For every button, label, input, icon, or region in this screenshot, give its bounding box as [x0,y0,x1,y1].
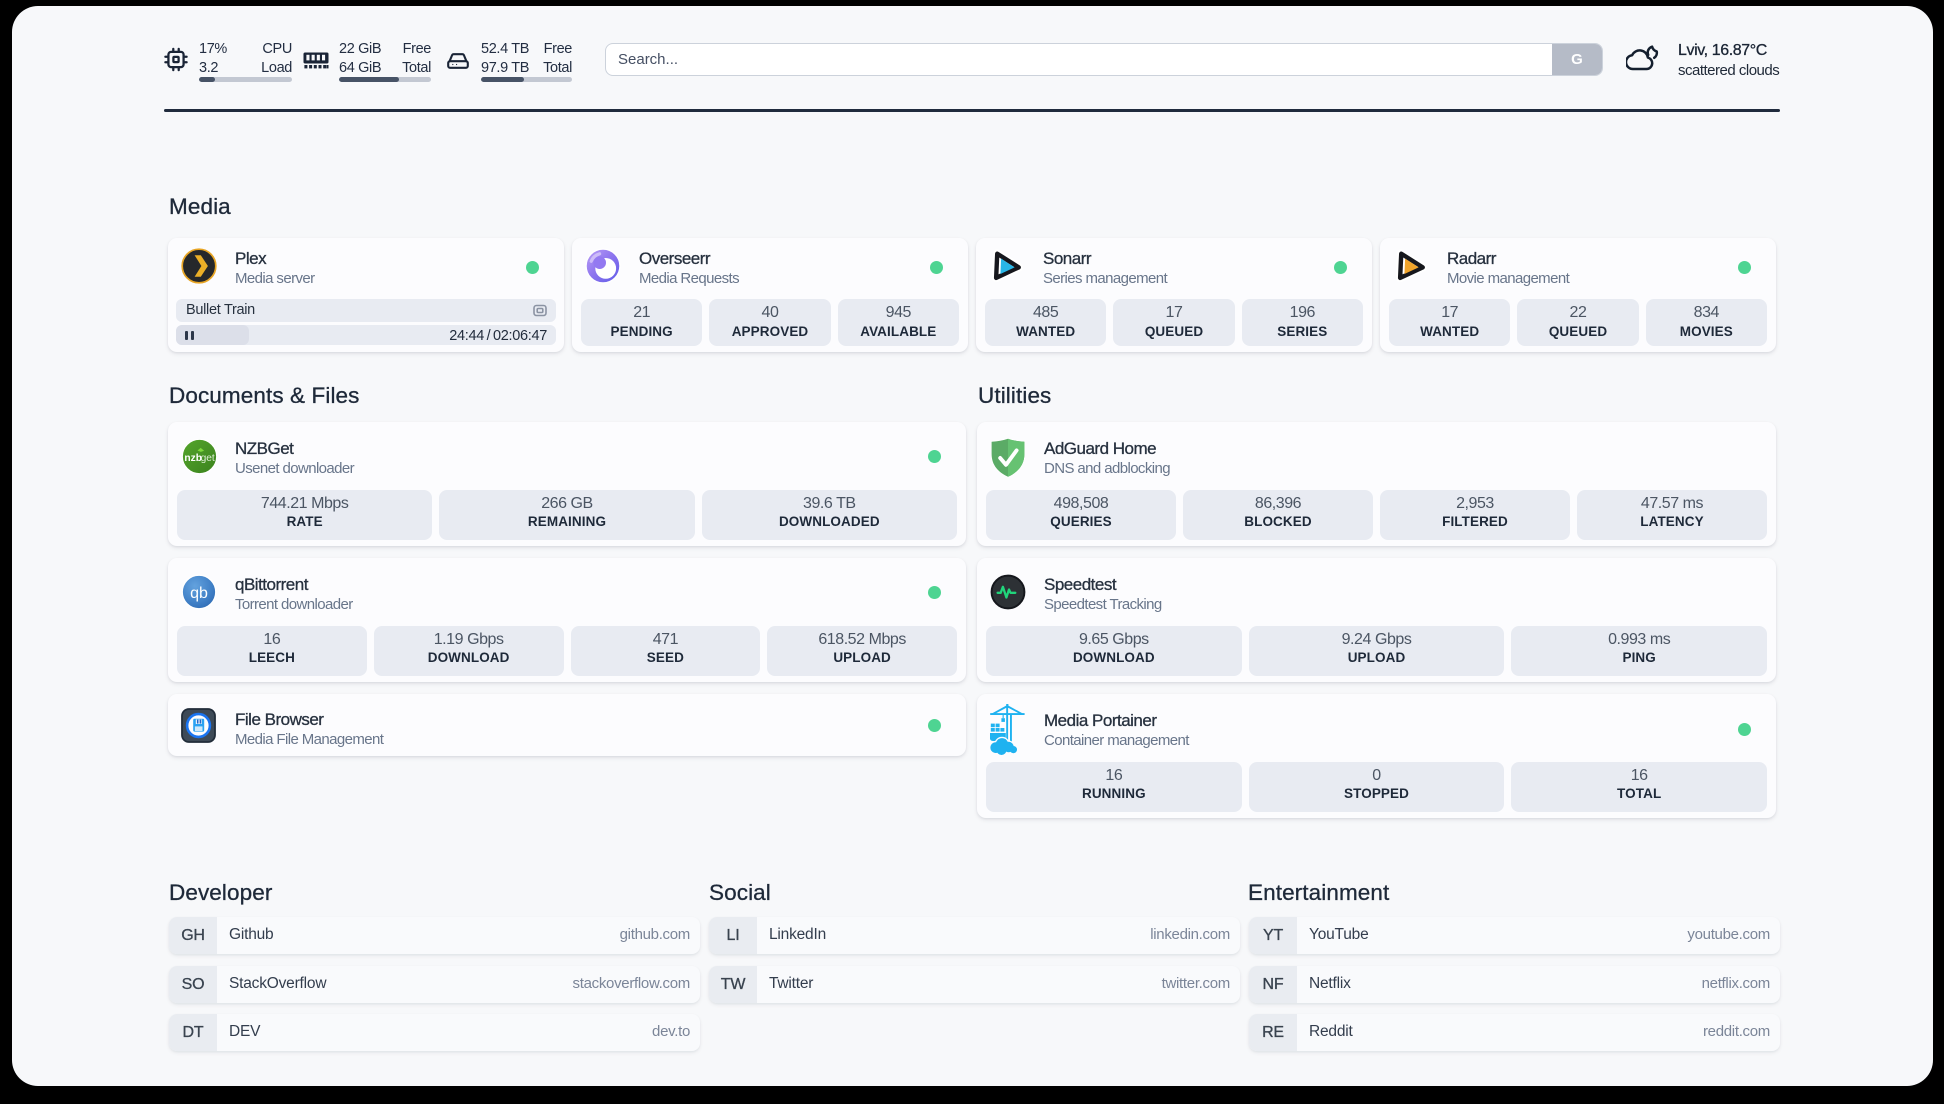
svg-text:qb: qb [190,585,208,602]
svg-text:nzb: nzb [184,453,202,464]
svg-text:get: get [201,453,215,464]
